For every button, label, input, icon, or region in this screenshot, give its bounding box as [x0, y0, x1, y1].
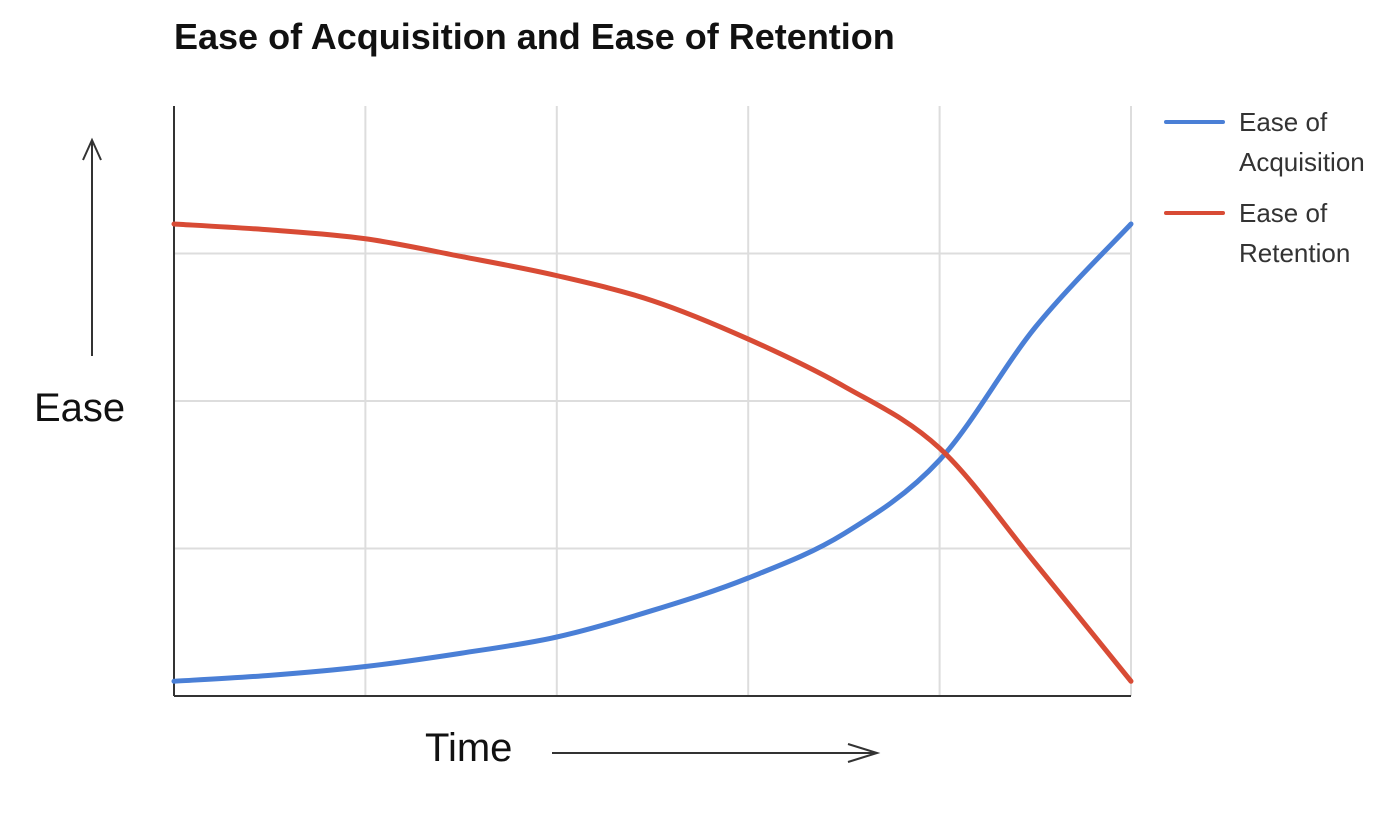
legend-label-retention: Ease of Retention	[1239, 198, 1351, 268]
legend-swatch-retention	[1164, 211, 1225, 215]
gridlines	[174, 106, 1132, 696]
x-axis-label: Time	[425, 726, 513, 770]
chart-title: Ease of Acquisition and Ease of Retentio…	[174, 16, 895, 57]
x-axis-arrow-icon	[552, 743, 881, 763]
axes	[173, 106, 1131, 697]
y-axis-arrow-icon	[82, 137, 102, 356]
series-line-retention	[171, 221, 1134, 684]
legend-label-acquisition: Ease of Acquisition	[1239, 107, 1365, 177]
legend-swatch-acquisition	[1164, 120, 1225, 124]
series-line-acquisition	[171, 221, 1134, 684]
y-axis-label: Ease	[34, 386, 126, 430]
series-lines	[171, 221, 1134, 684]
